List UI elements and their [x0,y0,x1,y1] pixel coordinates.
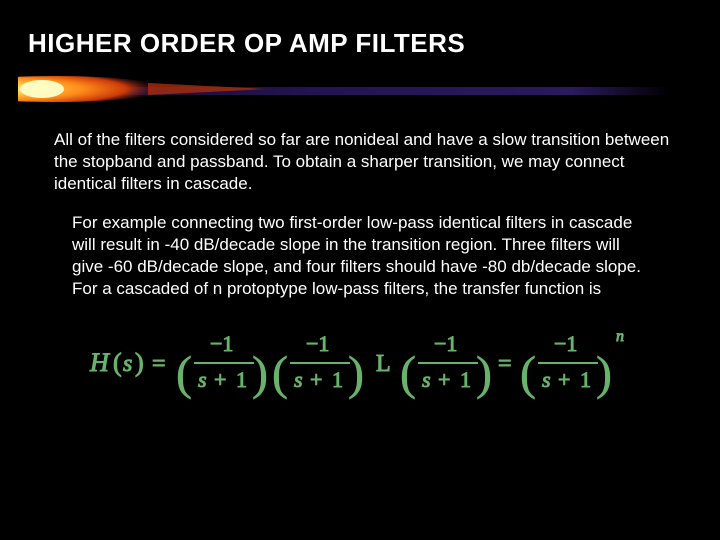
eq-lparen: ( [113,348,122,377]
svg-text:+: + [438,367,450,392]
transfer-function-equation: H ( s ) = ( −1 s + 1 ) ( −1 [28,323,692,412]
svg-text:s: s [422,367,431,392]
eq-rparen: ) [135,348,144,377]
svg-text:+: + [310,367,322,392]
paragraph-1: All of the filters considered so far are… [54,129,674,194]
svg-text:s: s [542,367,551,392]
svg-text:−1: −1 [210,331,233,356]
eq-lhs-arg: s [123,351,132,377]
paragraph-2: For example connecting two first-order l… [72,212,652,299]
svg-text:−1: −1 [306,331,329,356]
eq-rhs: ( −1 s + 1 ) n [520,328,624,400]
eq-lhs-func: H [89,348,110,377]
svg-text:s: s [198,367,207,392]
svg-text:s: s [294,367,303,392]
comet-divider [28,71,692,111]
svg-text:1: 1 [580,367,591,392]
eq-equals-1: = [152,351,166,377]
svg-text:(: ( [400,347,416,400]
svg-text:): ) [596,347,612,400]
slide-title: HIGHER ORDER OP AMP FILTERS [28,28,692,59]
eq-exponent: n [616,328,624,345]
eq-factor-1: ( −1 s + 1 ) [176,331,268,400]
svg-text:): ) [252,347,268,400]
svg-text:1: 1 [460,367,471,392]
svg-text:+: + [214,367,226,392]
svg-text:1: 1 [332,367,343,392]
svg-text:−1: −1 [434,331,457,356]
svg-text:−1: −1 [554,331,577,356]
eq-factor-2: ( −1 s + 1 ) [272,331,364,400]
svg-text:1: 1 [236,367,247,392]
eq-ellipsis: L [376,351,391,377]
svg-text:+: + [558,367,570,392]
svg-text:): ) [348,347,364,400]
svg-text:): ) [476,347,492,400]
slide: HIGHER ORDER OP AMP FILTERS All of the f… [0,0,720,540]
eq-factor-3: ( −1 s + 1 ) [400,331,492,400]
streak-bar [28,87,670,95]
svg-text:(: ( [520,347,536,400]
svg-text:(: ( [272,347,288,400]
eq-equals-2: = [498,351,512,377]
svg-text:(: ( [176,347,192,400]
